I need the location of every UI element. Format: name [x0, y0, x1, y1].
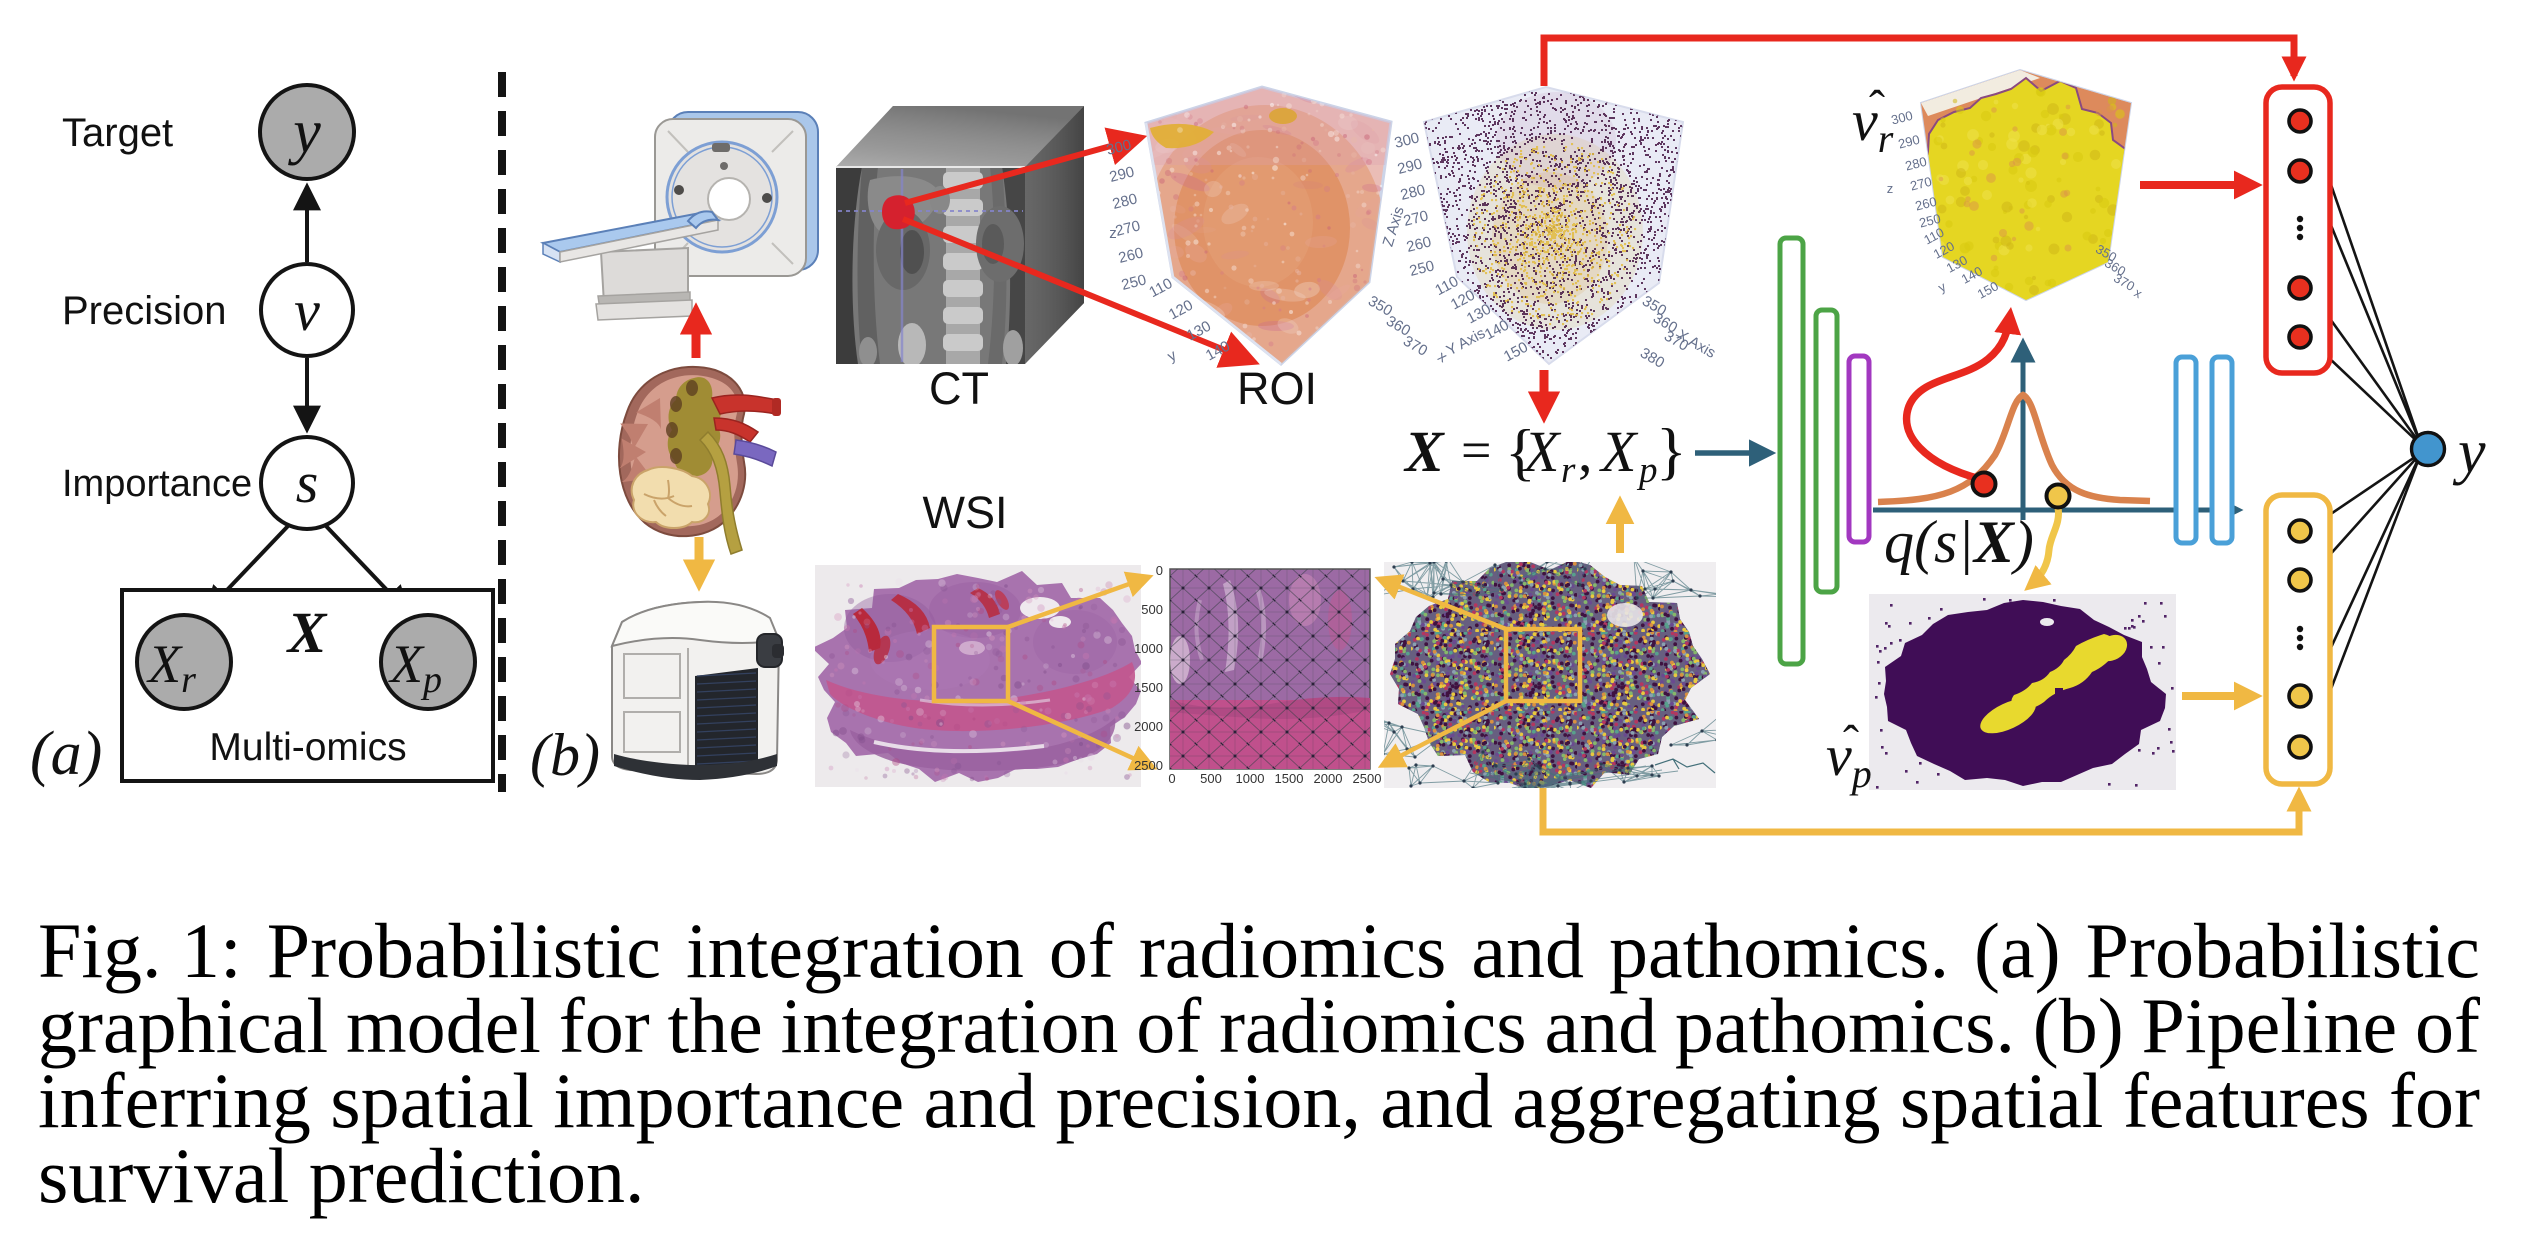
svg-text:2500: 2500 [1134, 758, 1163, 773]
svg-text:250: 250 [1918, 211, 1943, 231]
svg-text:v: v [294, 278, 320, 343]
svg-text:,: , [1578, 419, 1593, 484]
svg-text:280: 280 [1904, 154, 1929, 174]
svg-text:X: X [1522, 419, 1562, 484]
svg-text:p: p [1636, 450, 1658, 491]
svg-text:{: { [1505, 416, 1536, 487]
svg-text:260: 260 [1117, 244, 1145, 267]
svg-text:CT: CT [929, 363, 989, 414]
svg-text:260: 260 [1914, 194, 1939, 214]
svg-text:X: X [1599, 419, 1639, 484]
svg-text:0: 0 [1168, 771, 1175, 786]
svg-text:ROI: ROI [1237, 363, 1317, 414]
svg-text:Importance: Importance [62, 463, 252, 505]
svg-text:q(s|X): q(s|X) [1884, 509, 2034, 575]
svg-text:=: = [1461, 420, 1491, 480]
svg-text:500: 500 [1141, 602, 1163, 617]
svg-text:290: 290 [1396, 155, 1424, 178]
svg-text:2500: 2500 [1353, 771, 1382, 786]
svg-text:X: X [286, 600, 328, 665]
svg-text:270: 270 [1402, 207, 1430, 230]
svg-text:ˆ: ˆ [1843, 716, 1859, 769]
svg-text:1000: 1000 [1236, 771, 1265, 786]
svg-text:280: 280 [1111, 190, 1139, 213]
svg-text:1000: 1000 [1134, 641, 1163, 656]
svg-text:290: 290 [1897, 132, 1922, 152]
svg-text:300: 300 [1393, 129, 1421, 152]
svg-text:300: 300 [1105, 136, 1133, 159]
svg-text:Target: Target [62, 111, 173, 155]
svg-text:270: 270 [1114, 217, 1142, 240]
svg-text:260: 260 [1405, 233, 1433, 256]
svg-text:y: y [2452, 418, 2486, 486]
svg-text:Precision: Precision [62, 289, 227, 333]
svg-text:1500: 1500 [1134, 680, 1163, 695]
svg-text:280: 280 [1399, 181, 1427, 204]
svg-text:2000: 2000 [1314, 771, 1343, 786]
svg-text:250: 250 [1120, 271, 1148, 294]
svg-text:X: X [1403, 419, 1445, 484]
svg-text:s: s [296, 450, 319, 515]
svg-text:500: 500 [1200, 771, 1222, 786]
svg-text:300: 300 [1890, 108, 1915, 128]
svg-text:1500: 1500 [1275, 771, 1304, 786]
svg-text:z: z [1109, 225, 1117, 242]
svg-text:250: 250 [1408, 257, 1436, 280]
svg-text:r: r [1561, 450, 1576, 491]
svg-text:WSI: WSI [923, 487, 1008, 538]
svg-text:270: 270 [1909, 174, 1934, 194]
svg-text:2000: 2000 [1134, 719, 1163, 734]
svg-text:(a): (a) [30, 720, 102, 788]
svg-text:290: 290 [1108, 163, 1136, 186]
svg-text:ˆ: ˆ [1869, 81, 1885, 134]
svg-text:z: z [1887, 181, 1894, 196]
svg-text:Multi-omics: Multi-omics [209, 726, 406, 769]
svg-text:}: } [1656, 415, 1687, 486]
svg-text:y: y [287, 98, 321, 166]
svg-text:(b): (b) [530, 722, 600, 788]
svg-text:0: 0 [1156, 563, 1163, 578]
